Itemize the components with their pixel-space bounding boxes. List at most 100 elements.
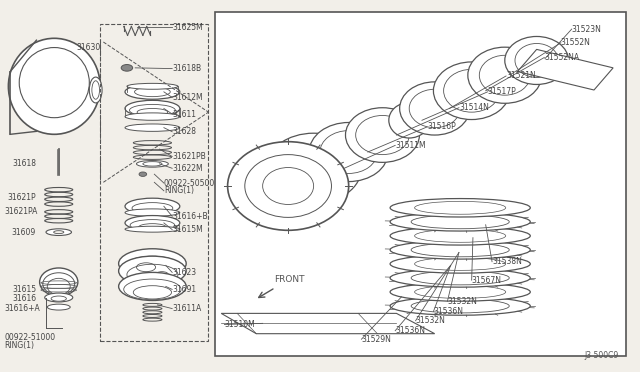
Ellipse shape	[390, 199, 531, 217]
Text: 31609: 31609	[12, 228, 36, 237]
Ellipse shape	[118, 249, 186, 278]
Ellipse shape	[390, 297, 531, 315]
Text: 31621P: 31621P	[8, 193, 36, 202]
Text: 31529N: 31529N	[362, 335, 391, 344]
Text: 31611: 31611	[172, 109, 196, 119]
Text: 31510M: 31510M	[225, 320, 255, 329]
Text: 31618: 31618	[13, 159, 37, 169]
Ellipse shape	[139, 172, 147, 176]
Text: 31622M: 31622M	[172, 164, 203, 173]
Ellipse shape	[129, 105, 175, 116]
Ellipse shape	[46, 229, 72, 235]
Ellipse shape	[118, 256, 186, 286]
Text: 31536N: 31536N	[395, 326, 425, 335]
Ellipse shape	[90, 77, 102, 103]
Text: 31616: 31616	[13, 294, 37, 303]
Ellipse shape	[390, 241, 531, 259]
Text: 31567N: 31567N	[472, 276, 502, 285]
Ellipse shape	[47, 278, 70, 295]
Ellipse shape	[266, 133, 362, 203]
Ellipse shape	[127, 264, 178, 285]
Text: 31616+B: 31616+B	[172, 212, 208, 221]
Ellipse shape	[45, 293, 73, 302]
Ellipse shape	[43, 273, 75, 295]
Text: 31611A: 31611A	[172, 304, 202, 313]
Ellipse shape	[399, 82, 470, 135]
Ellipse shape	[125, 209, 180, 216]
Text: 31630: 31630	[77, 43, 101, 52]
Ellipse shape	[137, 109, 168, 116]
Ellipse shape	[136, 161, 168, 167]
Ellipse shape	[125, 198, 180, 214]
Text: 31538N: 31538N	[492, 257, 522, 266]
Text: 31615M: 31615M	[172, 225, 203, 234]
Bar	[100, 23, 209, 341]
Ellipse shape	[51, 296, 67, 301]
Ellipse shape	[124, 256, 181, 278]
Ellipse shape	[47, 304, 70, 310]
Ellipse shape	[92, 81, 100, 99]
Ellipse shape	[125, 215, 180, 230]
Ellipse shape	[390, 255, 531, 273]
Ellipse shape	[118, 272, 186, 301]
Ellipse shape	[127, 83, 178, 89]
Ellipse shape	[143, 161, 162, 166]
Bar	[215, 13, 626, 356]
Ellipse shape	[124, 279, 181, 300]
Text: 31532N: 31532N	[447, 297, 477, 306]
Ellipse shape	[346, 108, 419, 162]
Ellipse shape	[130, 219, 175, 231]
Text: 31628: 31628	[172, 127, 196, 136]
Ellipse shape	[389, 103, 429, 138]
Text: 31511M: 31511M	[395, 141, 426, 150]
Ellipse shape	[433, 62, 510, 119]
Ellipse shape	[390, 212, 531, 231]
Text: 31523N: 31523N	[572, 25, 602, 33]
Polygon shape	[221, 313, 435, 334]
Ellipse shape	[125, 113, 180, 120]
Text: 00922-51000: 00922-51000	[4, 333, 56, 342]
Ellipse shape	[390, 269, 531, 287]
Text: 31621PB: 31621PB	[172, 152, 206, 161]
Ellipse shape	[125, 100, 180, 116]
Ellipse shape	[19, 48, 90, 118]
Ellipse shape	[132, 203, 173, 214]
Text: 31552NA: 31552NA	[544, 53, 579, 62]
Text: 31612M: 31612M	[172, 93, 203, 102]
Ellipse shape	[121, 64, 132, 71]
Text: 31618B: 31618B	[172, 64, 202, 73]
Text: 00922-50500: 00922-50500	[164, 179, 215, 187]
Text: 31625M: 31625M	[172, 23, 203, 32]
Text: 31621PA: 31621PA	[4, 207, 38, 217]
Text: J3 500C9: J3 500C9	[584, 351, 618, 360]
Ellipse shape	[138, 224, 166, 231]
Ellipse shape	[505, 36, 568, 84]
Text: 31536N: 31536N	[433, 307, 463, 316]
Ellipse shape	[468, 47, 541, 103]
Ellipse shape	[390, 227, 531, 245]
Text: 31691: 31691	[172, 285, 196, 294]
Ellipse shape	[125, 84, 180, 99]
Ellipse shape	[125, 226, 180, 232]
Ellipse shape	[390, 283, 531, 301]
Text: 31623: 31623	[172, 268, 196, 277]
Text: 31552N: 31552N	[561, 38, 591, 47]
Text: 31516P: 31516P	[427, 122, 456, 131]
Text: 31514N: 31514N	[459, 103, 489, 112]
Ellipse shape	[54, 231, 64, 234]
Ellipse shape	[8, 38, 100, 134]
Text: 31521N: 31521N	[506, 71, 536, 80]
Polygon shape	[518, 49, 613, 90]
Text: 31615: 31615	[13, 285, 37, 294]
Text: 31517P: 31517P	[488, 87, 516, 96]
Ellipse shape	[40, 268, 78, 296]
Text: RING(1): RING(1)	[164, 186, 194, 195]
Ellipse shape	[133, 286, 172, 299]
Text: 31532N: 31532N	[415, 316, 445, 325]
Ellipse shape	[245, 155, 332, 217]
Ellipse shape	[125, 124, 180, 131]
Text: RING(1): RING(1)	[4, 341, 35, 350]
Ellipse shape	[309, 122, 388, 182]
Text: 31616+A: 31616+A	[4, 304, 40, 313]
Text: FRONT: FRONT	[274, 275, 305, 284]
